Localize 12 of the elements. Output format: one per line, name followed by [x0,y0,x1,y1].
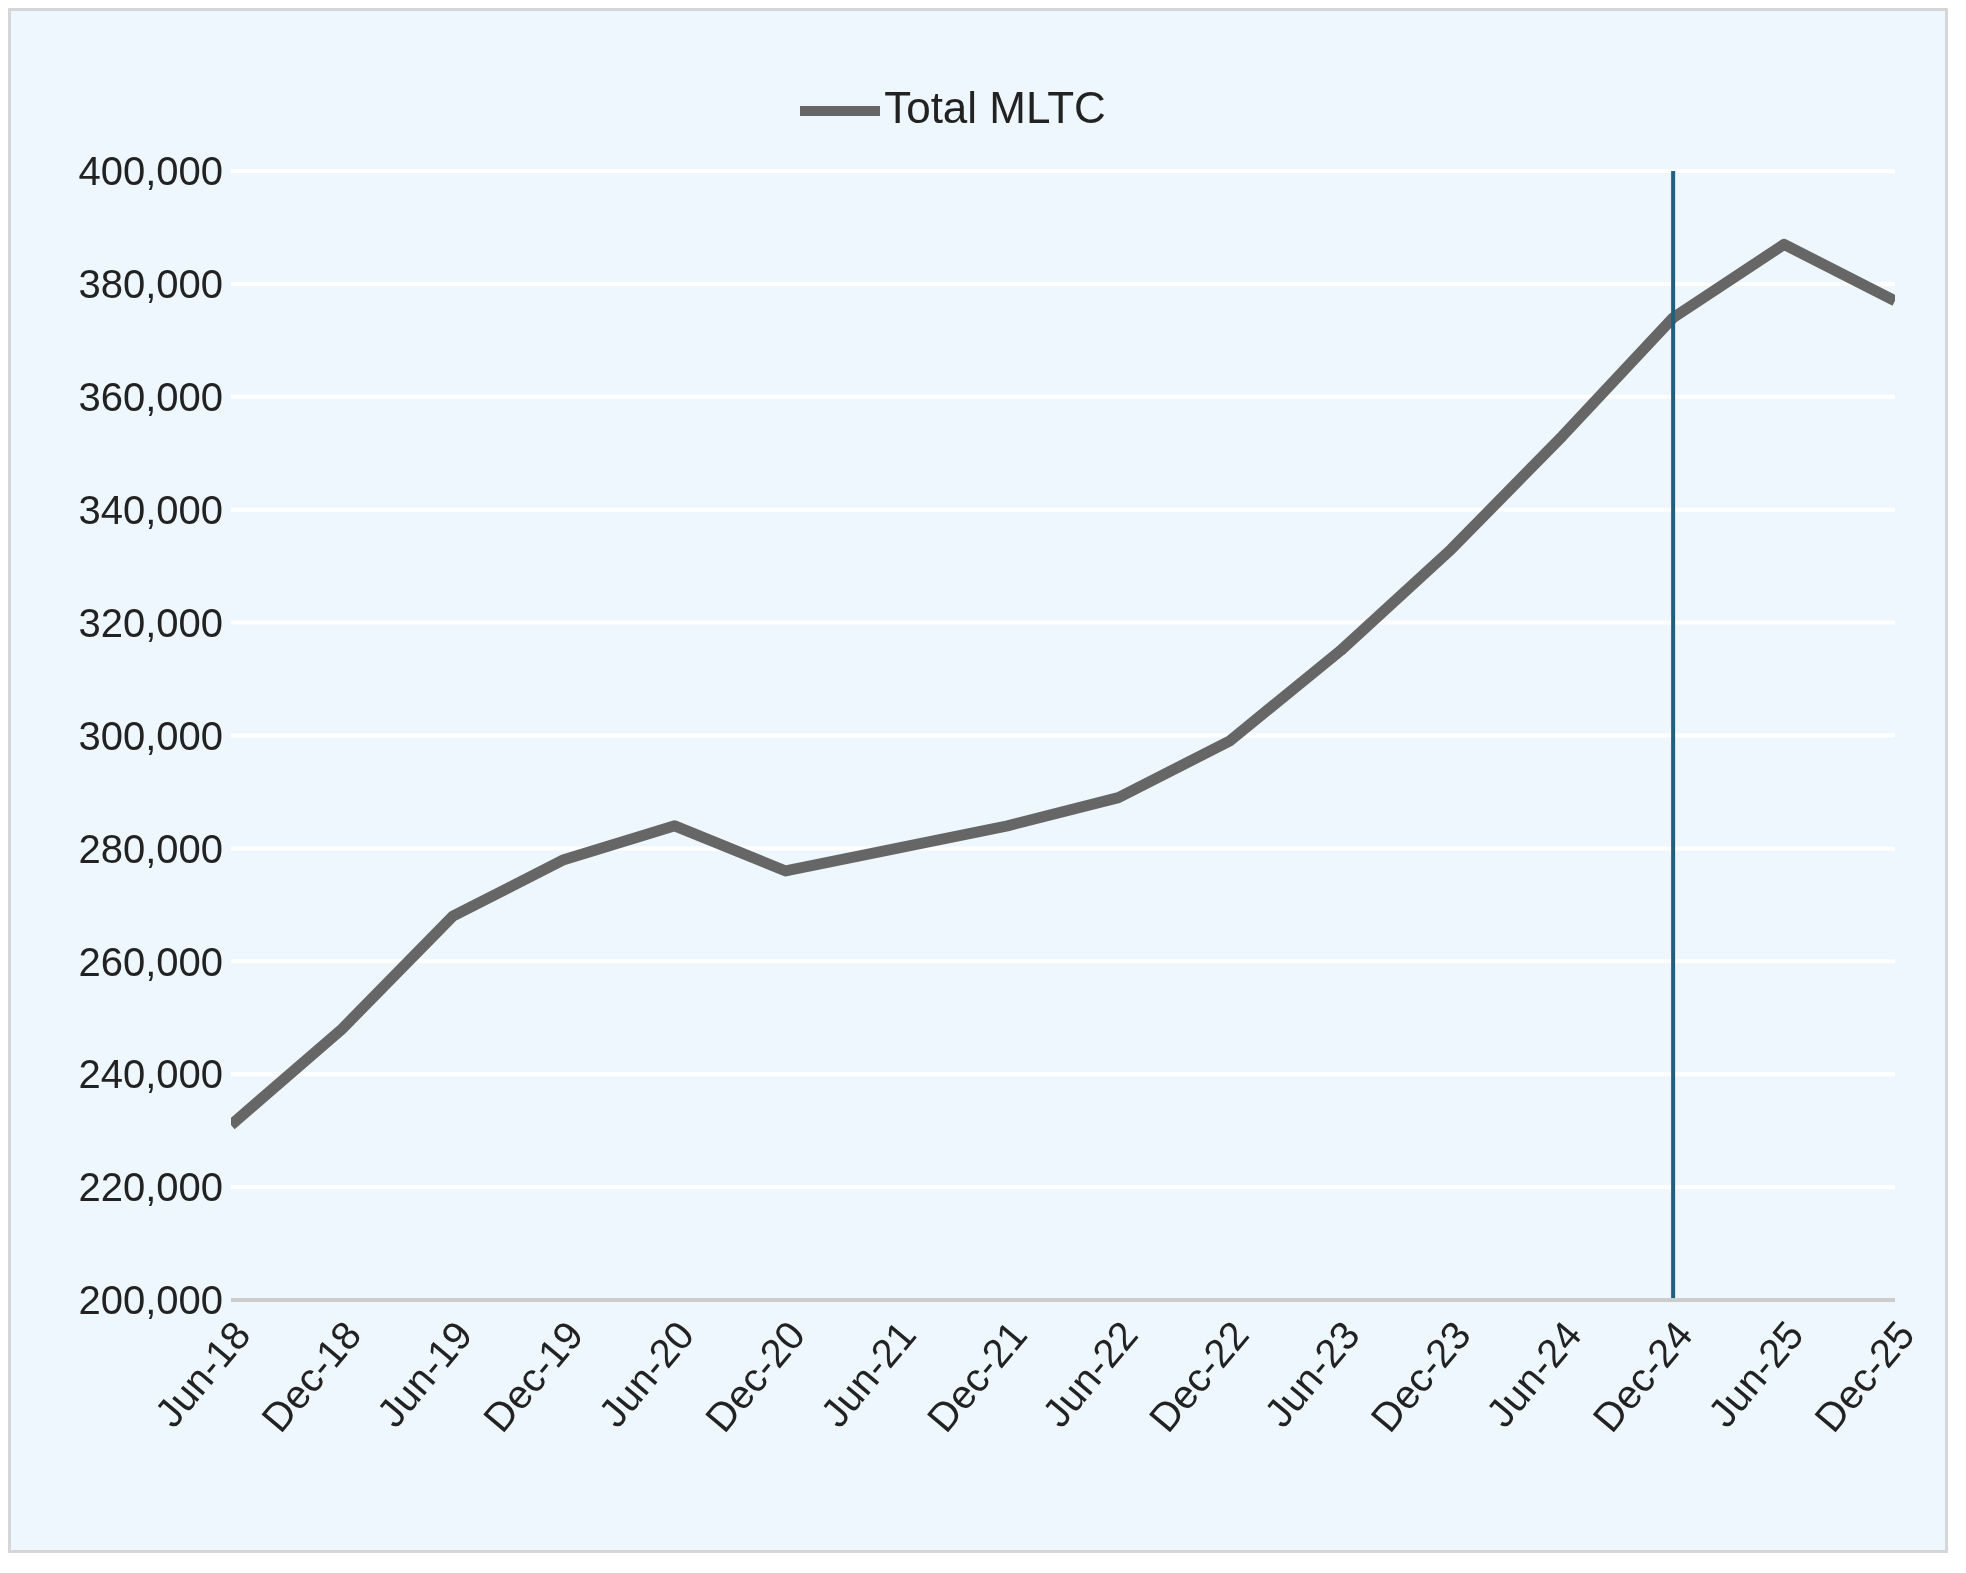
y-tick-label: 300,000 [78,713,223,758]
legend-label: Total MLTC [884,82,1106,132]
y-tick-label: 200,000 [78,1278,223,1323]
y-tick-label: 280,000 [78,826,223,871]
y-tick-label: 320,000 [78,600,223,645]
y-tick-label: 340,000 [78,487,223,532]
y-tick-label: 220,000 [78,1165,223,1210]
y-tick-label: 240,000 [78,1052,223,1097]
y-tick-label: 380,000 [78,262,223,307]
y-tick-label: 400,000 [78,149,223,194]
y-tick-label: 360,000 [78,375,223,419]
y-tick-label: 260,000 [78,939,223,984]
